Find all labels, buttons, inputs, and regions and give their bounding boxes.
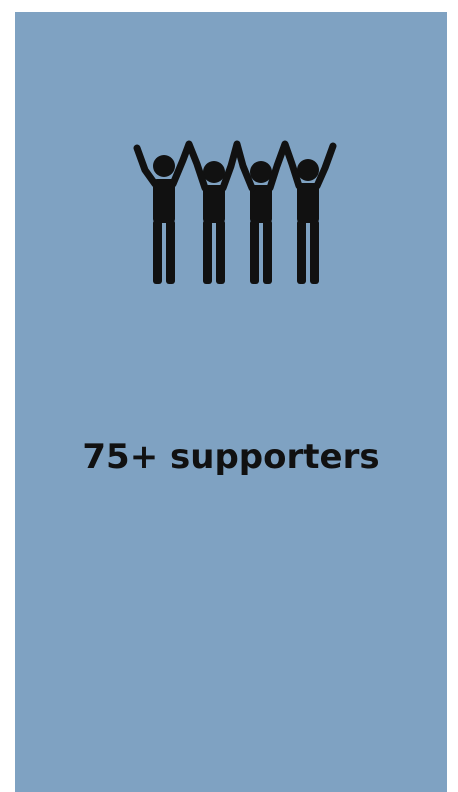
supporters-count-text: 75+ supporters — [82, 437, 380, 477]
group-raising-hands-icon — [131, 130, 337, 286]
supporters-card: 75+ supporters — [15, 12, 447, 792]
